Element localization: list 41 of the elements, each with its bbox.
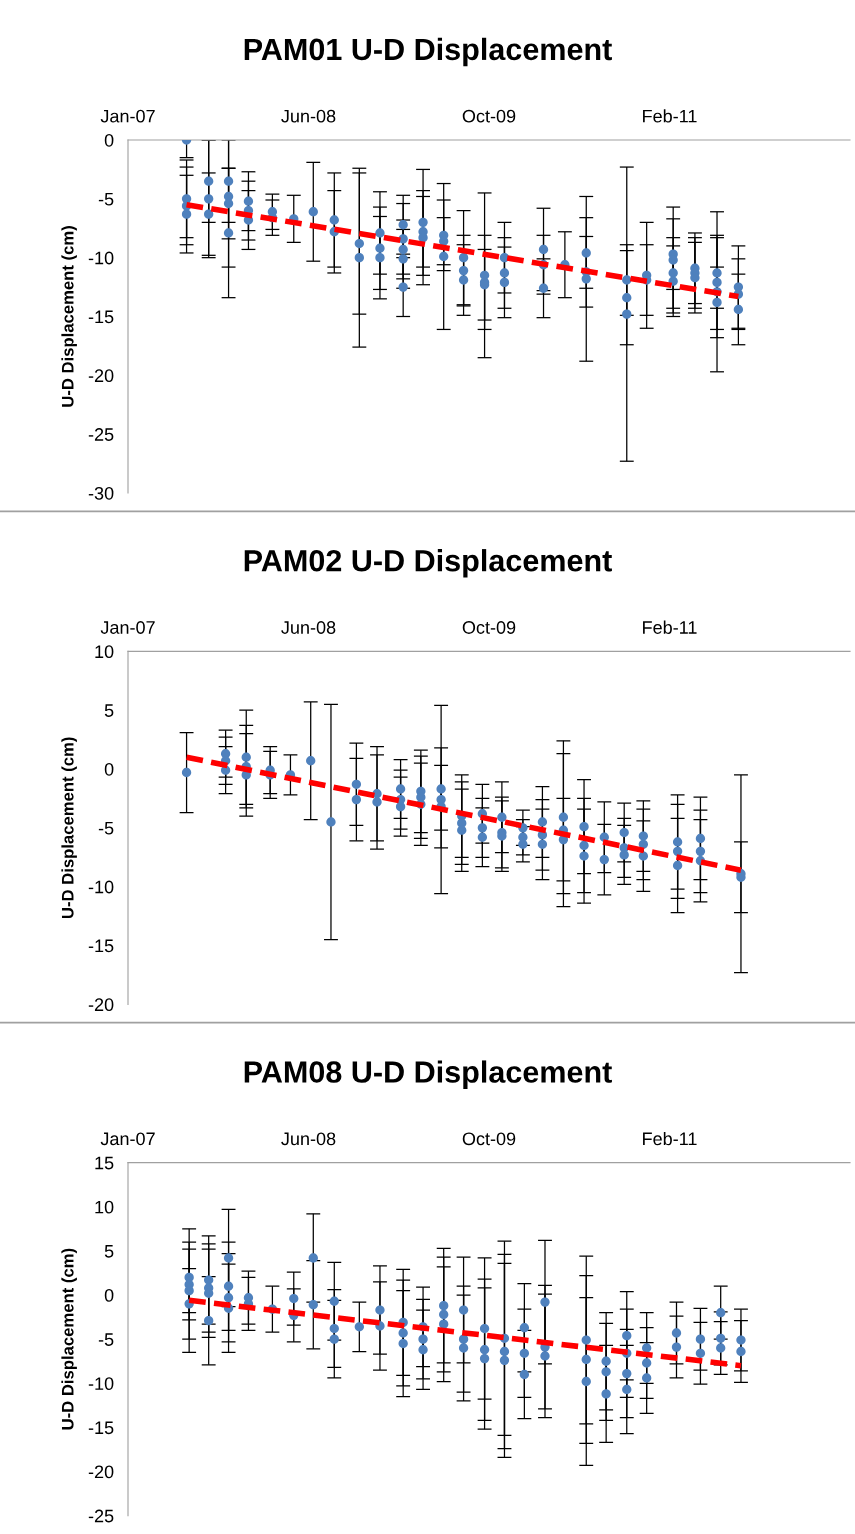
y-tick-label: -10 bbox=[88, 1377, 114, 1391]
y-tick-label: -5 bbox=[98, 192, 114, 206]
y-tick-label: 15 bbox=[95, 1156, 114, 1170]
y-tick-label: 10 bbox=[95, 1200, 114, 1214]
y-axis-title: U-D Displacement (cm) bbox=[61, 226, 77, 407]
y-tick-label: 0 bbox=[104, 133, 114, 147]
y-axis-title: U-D Displacement (cm) bbox=[61, 1248, 77, 1430]
y-tick-label: -15 bbox=[88, 310, 114, 324]
y-tick-label: 10 bbox=[95, 645, 114, 659]
x-tick-label: Oct-09 bbox=[462, 621, 516, 634]
x-tick-label: Oct-09 bbox=[462, 109, 516, 123]
y-tick-label: -10 bbox=[88, 880, 114, 894]
y-tick-label: -20 bbox=[88, 998, 114, 1012]
chart-title: PAM01 U-D Displacement bbox=[244, 37, 612, 67]
y-tick-label: 0 bbox=[104, 1288, 114, 1302]
x-tick-label: Jun-08 bbox=[281, 621, 336, 634]
y-tick-label: -15 bbox=[88, 1421, 114, 1435]
y-tick-label: -25 bbox=[88, 428, 114, 441]
chart-title: PAM02 U-D Displacement bbox=[244, 549, 612, 578]
x-tick-label: Feb-11 bbox=[643, 109, 697, 123]
y-tick-label: -5 bbox=[98, 821, 114, 835]
x-tick-label: Jan-07 bbox=[100, 109, 155, 123]
x-tick-label: Jan-07 bbox=[100, 1132, 155, 1146]
x-tick-label: Oct-09 bbox=[462, 1132, 516, 1146]
y-tick-label: -30 bbox=[88, 486, 114, 500]
chart-title: PAM08 U-D Displacement bbox=[244, 1060, 612, 1089]
y-tick-label: -5 bbox=[98, 1333, 114, 1346]
y-tick-label: -20 bbox=[88, 1465, 114, 1479]
y-tick-label: -20 bbox=[88, 369, 114, 383]
x-tick-label: Jan-07 bbox=[100, 621, 155, 634]
y-tick-label: 0 bbox=[104, 762, 114, 776]
x-tick-label: Feb-11 bbox=[643, 620, 697, 634]
y-tick-label: 5 bbox=[104, 1245, 114, 1258]
y-tick-label: -15 bbox=[88, 939, 114, 953]
y-tick-label: -10 bbox=[88, 251, 114, 265]
y-axis-title: U-D Displacement (cm) bbox=[61, 737, 77, 919]
y-tick-label: 5 bbox=[104, 704, 114, 717]
y-tick-label: -25 bbox=[88, 1509, 114, 1523]
x-tick-label: Feb-11 bbox=[643, 1131, 697, 1146]
x-tick-label: Jun-08 bbox=[281, 1132, 336, 1146]
x-tick-label: Jun-08 bbox=[281, 109, 336, 123]
